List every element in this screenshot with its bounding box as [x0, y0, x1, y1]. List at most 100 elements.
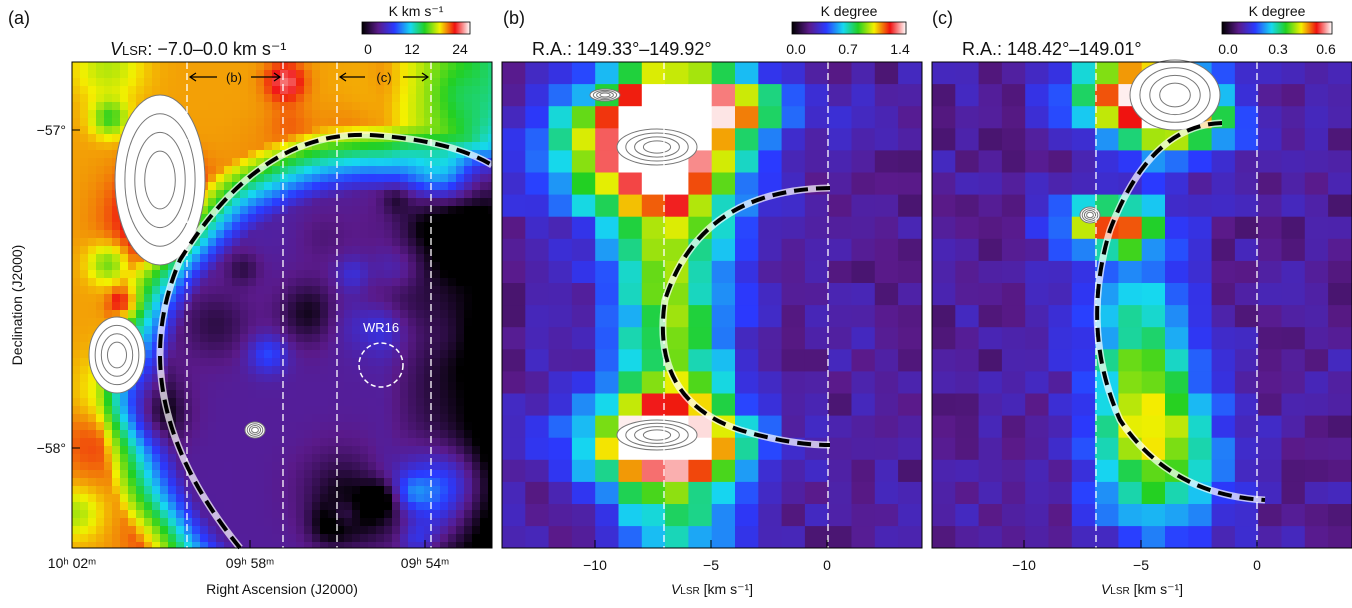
map-cell [80, 366, 89, 375]
map-cell [344, 118, 353, 127]
map-cell [488, 358, 492, 367]
map-cell [120, 286, 129, 295]
map-cell [216, 110, 225, 119]
map-cell [304, 230, 313, 239]
map-cell [480, 150, 489, 159]
pv-cell [1328, 84, 1352, 107]
map-cell [248, 398, 257, 407]
map-cell [88, 78, 97, 87]
map-cell [384, 102, 393, 111]
map-cell [176, 366, 185, 375]
map-cell [416, 534, 425, 543]
map-cell [88, 230, 97, 239]
map-cell [248, 198, 257, 207]
map-cell [328, 86, 337, 95]
map-cell [368, 94, 377, 103]
pv-cell [688, 62, 713, 85]
map-cell [416, 238, 425, 247]
map-cell [408, 302, 417, 311]
map-cell [272, 78, 281, 87]
pv-cell [758, 481, 783, 505]
map-cell [400, 390, 409, 399]
map-cell [96, 446, 105, 455]
map-cell [384, 470, 393, 479]
pv-cell [735, 62, 759, 85]
map-cell [352, 198, 361, 207]
map-cell [312, 142, 321, 151]
map-cell [448, 110, 457, 119]
map-cell [144, 78, 153, 87]
map-cell [248, 470, 257, 479]
map-cell [424, 70, 433, 79]
map-cell [72, 94, 81, 103]
map-cell [392, 222, 401, 231]
map-cell [224, 78, 233, 87]
map-cell [96, 110, 105, 119]
pv-cell [874, 393, 899, 417]
pv-cell [1071, 349, 1096, 372]
map-cell [240, 254, 249, 263]
pv-cell [851, 327, 876, 350]
map-cell [344, 502, 353, 511]
map-cell [360, 158, 369, 167]
map-cell [272, 390, 281, 399]
map-cell [176, 278, 185, 287]
map-cell [448, 94, 457, 103]
map-cell [264, 70, 273, 79]
map-cell [368, 518, 377, 527]
pv-cell [1234, 128, 1259, 151]
colorbar-tick: 24 [452, 41, 468, 57]
pv-cell [1048, 238, 1073, 262]
map-cell [448, 454, 457, 463]
pv-cell [758, 128, 783, 151]
map-cell [152, 526, 161, 535]
map-cell [152, 366, 161, 375]
map-cell [344, 486, 353, 495]
map-cell [160, 462, 169, 471]
map-cell [424, 438, 433, 447]
map-cell [328, 70, 337, 79]
map-cell [240, 190, 249, 199]
pv-cell [711, 305, 736, 328]
map-cell [80, 310, 89, 319]
map-cell [376, 238, 385, 247]
pv-cell [1071, 437, 1096, 461]
map-cell [96, 230, 105, 239]
map-cell [216, 214, 225, 223]
map-cell [192, 238, 201, 247]
map-cell [264, 254, 273, 263]
map-cell [464, 86, 473, 95]
map-cell [88, 102, 97, 111]
map-cell [192, 246, 201, 255]
map-cell [352, 462, 361, 471]
pv-cell [1048, 62, 1073, 85]
pv-cell [1281, 283, 1306, 306]
map-cell [208, 534, 217, 543]
map-cell [312, 518, 321, 527]
pv-cell [1095, 459, 1119, 483]
map-cell [456, 110, 465, 119]
map-cell [480, 190, 489, 199]
map-cell [360, 510, 369, 519]
map-cell [312, 294, 321, 303]
map-cell [456, 174, 465, 183]
map-cell [472, 134, 481, 143]
map-cell [200, 518, 209, 527]
pv-cell [1234, 415, 1259, 439]
map-cell [440, 238, 449, 247]
map-cell [272, 422, 281, 431]
map-cell [432, 166, 441, 175]
map-cell [432, 174, 441, 183]
map-cell [376, 366, 385, 375]
contour [1139, 67, 1211, 123]
pv-cell [525, 305, 550, 328]
pv-cell [1234, 459, 1259, 483]
map-cell [112, 534, 121, 543]
pv-cell [781, 150, 806, 173]
map-cell [248, 222, 257, 231]
map-cell [128, 526, 137, 535]
map-cell [320, 494, 329, 503]
map-cell [72, 486, 81, 495]
map-cell [352, 454, 361, 463]
map-cell [112, 214, 121, 223]
